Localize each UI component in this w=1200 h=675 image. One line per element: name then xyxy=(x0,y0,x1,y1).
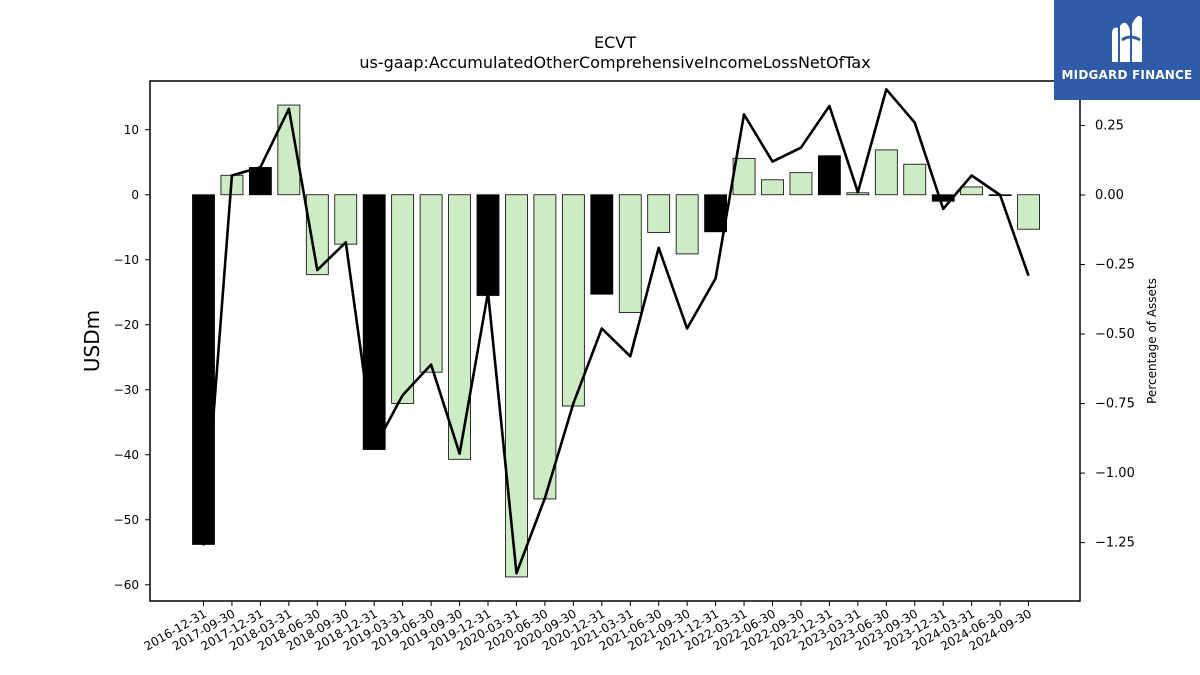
bar xyxy=(362,194,386,450)
bar xyxy=(647,194,671,233)
bar xyxy=(277,104,301,196)
y-axis-left: 10 0 −10 −20 −30 −40 −50 −60 xyxy=(114,123,150,592)
bar xyxy=(192,194,215,545)
bar xyxy=(675,194,699,255)
bar xyxy=(561,194,585,407)
y-tick-label: −20 xyxy=(114,318,139,332)
plot-frame xyxy=(149,80,1081,602)
bar xyxy=(789,172,813,196)
logo-mark-icon xyxy=(1112,16,1142,63)
y2-tick-label: −1.00 xyxy=(1095,466,1135,481)
y2-tick-label: −0.50 xyxy=(1095,327,1135,342)
bar xyxy=(704,194,727,233)
bar xyxy=(874,149,898,196)
y2-tick-label: 0.25 xyxy=(1095,118,1124,133)
bar xyxy=(931,194,955,202)
bar xyxy=(476,194,500,296)
chart-title: ECVT xyxy=(594,33,636,52)
bar xyxy=(505,194,528,578)
bar xyxy=(1017,194,1040,230)
chart-subtitle: us-gaap:AccumulatedOtherComprehensiveInc… xyxy=(359,53,870,72)
y2-tick-label: −0.75 xyxy=(1095,397,1135,412)
y-axis-right: 0.25 0.00 −0.25 −0.50 −0.75 −1.00 −1.25 xyxy=(1080,118,1135,551)
bar xyxy=(590,194,614,295)
y-tick-label: −60 xyxy=(114,578,139,592)
y2-tick-label: −1.25 xyxy=(1095,536,1135,551)
y-tick-label: 0 xyxy=(131,188,139,202)
y-tick-label: −10 xyxy=(114,253,139,267)
line-series xyxy=(202,88,1030,575)
y-tick-label: −30 xyxy=(114,383,139,397)
bar xyxy=(761,179,784,196)
bar xyxy=(391,194,415,404)
bar xyxy=(618,194,642,313)
y2-tick-label: −0.25 xyxy=(1095,258,1135,273)
bar xyxy=(305,194,329,276)
bar xyxy=(419,194,443,373)
bar xyxy=(248,167,272,196)
midgard-finance-logo: MIDGARD FINANCE xyxy=(1054,0,1200,100)
y2-axis-label: Percentage of Assets xyxy=(1145,278,1159,404)
y-tick-label: 10 xyxy=(124,123,139,137)
bar xyxy=(448,194,471,460)
bar xyxy=(818,155,841,196)
bar xyxy=(960,186,984,196)
x-axis: 2016-12-312017-09-302017-12-312018-03-31… xyxy=(142,601,1034,653)
y-tick-label: −50 xyxy=(114,513,139,527)
y-tick-label: −40 xyxy=(114,448,139,462)
y-axis-label: USDm xyxy=(80,310,104,372)
bar xyxy=(903,163,927,196)
bar-series xyxy=(192,104,1040,578)
bar xyxy=(533,194,557,500)
logo-text: MIDGARD FINANCE xyxy=(1061,68,1193,82)
percentage-line xyxy=(202,88,1030,575)
bar xyxy=(334,194,358,245)
y2-tick-label: 0.00 xyxy=(1095,188,1124,203)
